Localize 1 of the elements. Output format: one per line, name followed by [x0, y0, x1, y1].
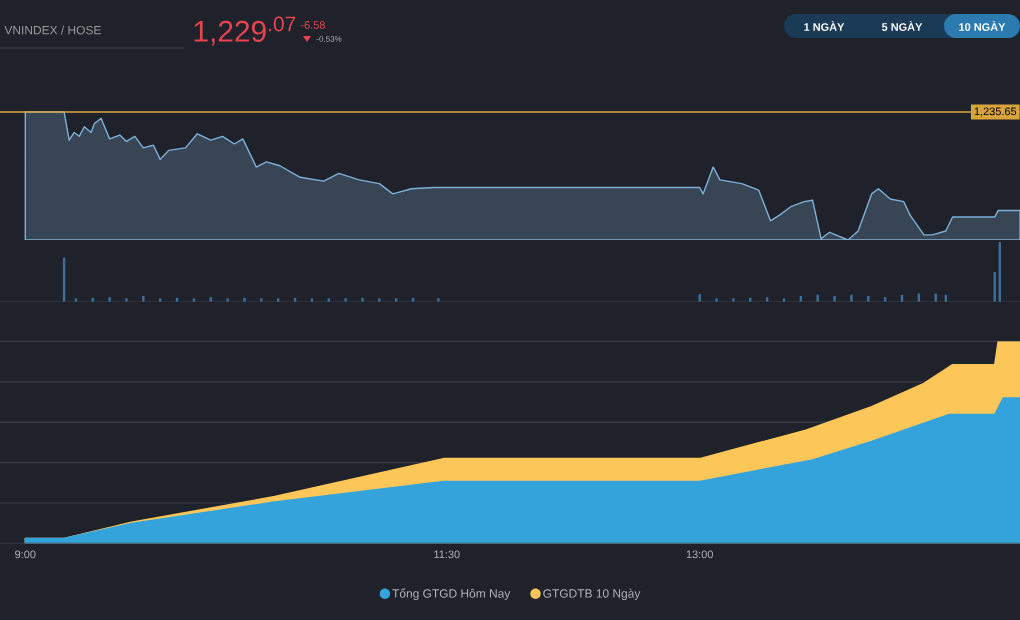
text: 1,229$^{.07}$ — [194, 16, 296, 46]
